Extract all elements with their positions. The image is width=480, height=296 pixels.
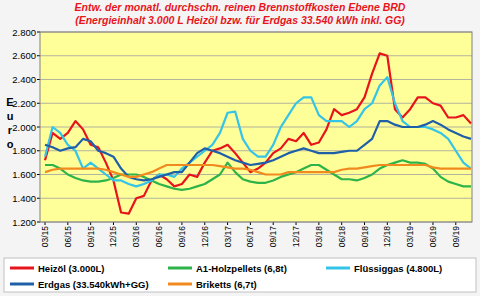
plot-area <box>40 32 472 222</box>
series-line <box>45 77 471 186</box>
plot-frame <box>40 32 472 222</box>
tick-label: 1.400 <box>12 193 36 204</box>
series-line <box>45 53 471 213</box>
tick-label: 06/15 <box>63 226 73 248</box>
tick-label: 12/15 <box>108 226 118 248</box>
tick-label: 03/15 <box>40 226 50 248</box>
tick-label: 2.800 <box>12 27 36 38</box>
tick-label: 1.200 <box>12 217 36 228</box>
tick-label: 03/18 <box>314 226 324 248</box>
tick-label: 06/18 <box>337 226 347 248</box>
legend-swatch <box>168 283 192 286</box>
legend-swatch <box>326 267 350 270</box>
tick-label: 2.400 <box>12 74 36 85</box>
series-line <box>45 121 471 180</box>
tick-label: 09/15 <box>86 226 96 248</box>
tick-label: 12/17 <box>291 226 301 248</box>
legend: Heizöl (3.000L) A1-Holzpellets (6,8t) Flüs… <box>4 258 476 292</box>
legend-box <box>4 258 476 292</box>
tick-label: 12/18 <box>382 226 392 248</box>
tick-label: 03/19 <box>405 226 415 248</box>
tick-label: 09/19 <box>451 226 461 248</box>
tick-label: 09/18 <box>360 226 370 248</box>
subtitle: (Energieinhalt 3.000 L Heizöl bzw. für E… <box>75 14 405 26</box>
grid-line <box>40 79 472 80</box>
title: Entw. der monatl. durchschn. reinen Bren… <box>75 1 406 13</box>
tick-label: 2.000 <box>12 122 36 133</box>
tick-label: 06/19 <box>428 226 438 248</box>
legend-swatch <box>10 267 34 270</box>
legend-label: Briketts (6,7t) <box>196 279 257 290</box>
tick-label: 06/17 <box>245 226 255 248</box>
legend-label: Heizöl (3.000L) <box>38 263 105 274</box>
tick-label: 12/16 <box>200 226 210 248</box>
legend-label: A1-Holzpellets (6,8t) <box>196 263 287 274</box>
legend-swatch <box>168 267 192 270</box>
series-group <box>45 53 471 213</box>
tick-label: 2.600 <box>12 50 36 61</box>
grid-line <box>40 103 472 104</box>
tick-label: 09/16 <box>177 226 187 248</box>
grid-line <box>40 150 472 151</box>
tick-label: 03/17 <box>223 226 233 248</box>
tick-label: 1.600 <box>12 169 36 180</box>
tick-label: 06/16 <box>154 226 164 248</box>
tick-label: 2.200 <box>12 98 36 109</box>
legend-label: Flüssiggas (4.800L) <box>354 263 442 274</box>
legend-swatch <box>10 283 34 286</box>
tick-label: 09/17 <box>268 226 278 248</box>
tick-label: 1.800 <box>12 145 36 156</box>
legend-label: Erdgas (33.540kWh+GG) <box>38 279 149 290</box>
grid-line <box>40 55 472 56</box>
grid-line <box>40 198 472 199</box>
tick-label: 03/16 <box>131 226 141 248</box>
axis-label: Euro <box>6 96 13 150</box>
background <box>0 0 480 296</box>
chart: Entw. der monatl. durchschn. reinen Bren… <box>0 0 480 296</box>
series-line <box>45 165 471 177</box>
